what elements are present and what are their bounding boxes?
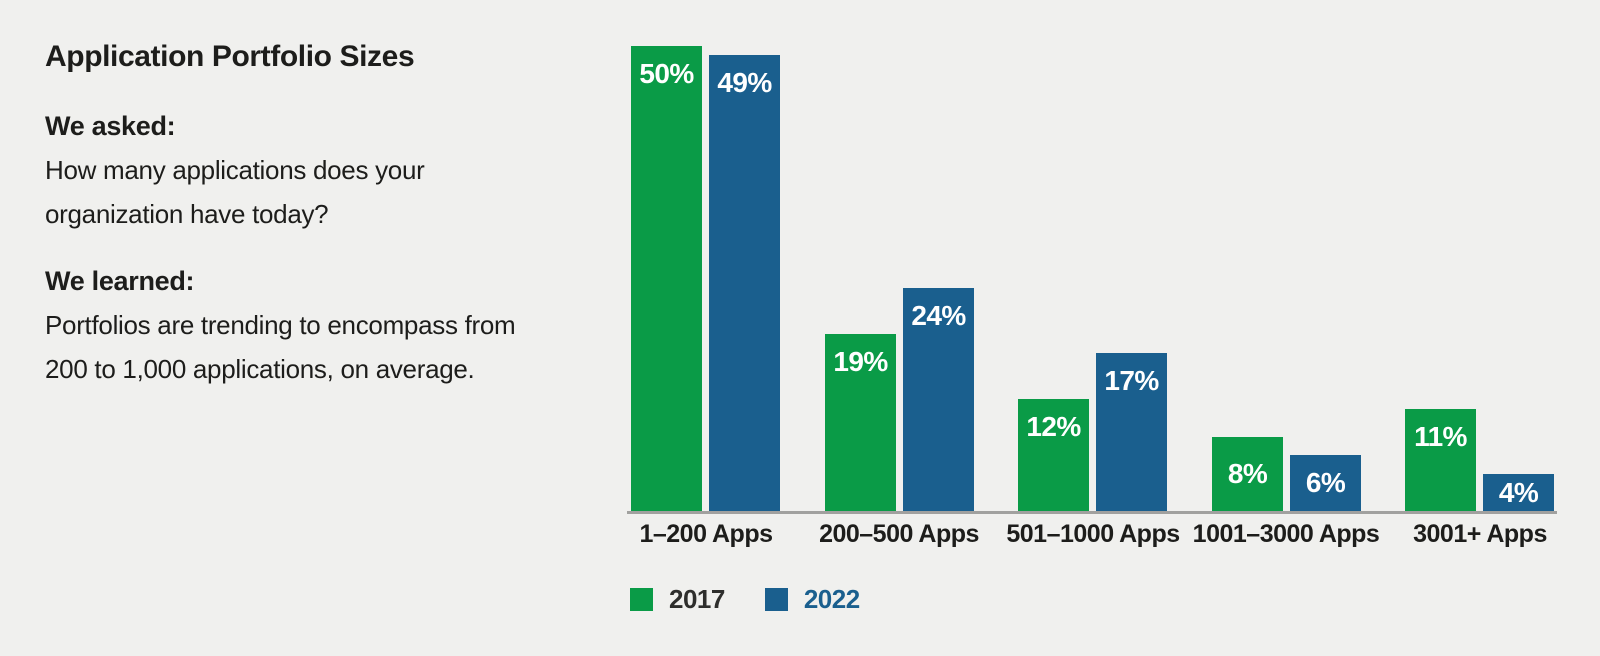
we-learned-paragraph: We learned: Portfolios are trending to e… xyxy=(45,259,585,391)
bar-value-label: 49% xyxy=(717,67,772,98)
bar-value-label: 12% xyxy=(1026,411,1081,442)
bar-2017-group-3: 8% xyxy=(1212,437,1283,511)
legend-item-2022: 2022 xyxy=(764,584,860,614)
chart-legend: 2017 2022 xyxy=(630,586,860,612)
category-label: 501–1000 Apps xyxy=(1006,520,1180,548)
bar-value-label: 19% xyxy=(833,346,888,377)
legend-label-2017: 2017 xyxy=(669,584,725,614)
page-title: Application Portfolio Sizes xyxy=(45,40,415,73)
we-asked-heading: We asked: xyxy=(45,111,176,141)
bar-2017-group-0: 50% xyxy=(631,46,702,511)
category-label: 3001+ Apps xyxy=(1413,520,1547,548)
bar-value-label: 6% xyxy=(1305,467,1346,498)
bar-value-label: 8% xyxy=(1227,458,1268,489)
bar-2022-group-2: 17% xyxy=(1096,353,1167,511)
we-asked-paragraph: We asked: How many applications does you… xyxy=(45,104,585,236)
bar-2022-group-4: 4% xyxy=(1483,474,1554,511)
bar-2017-group-2: 12% xyxy=(1018,399,1089,511)
legend-label-2022: 2022 xyxy=(803,584,860,614)
legend-swatch-2017 xyxy=(630,587,653,611)
bar-2017-group-4: 11% xyxy=(1405,409,1476,511)
bar-value-label: 11% xyxy=(1414,421,1467,452)
we-learned-line-2: 200 to 1,000 applications, on average. xyxy=(45,354,475,384)
bar-2022-group-3: 6% xyxy=(1290,455,1361,511)
bar-value-label: 17% xyxy=(1104,365,1159,396)
we-asked-line-2: organization have today? xyxy=(45,199,329,229)
bar-2022-group-1: 24% xyxy=(903,288,974,511)
bar-value-label: 50% xyxy=(639,58,694,89)
bar-value-label: 4% xyxy=(1498,476,1539,508)
legend-item-2017: 2017 xyxy=(630,586,725,612)
we-asked-line-1: How many applications does your xyxy=(45,155,425,185)
bar-2022-group-0: 49% xyxy=(709,55,780,511)
x-axis-line xyxy=(627,511,1557,514)
legend-swatch-2022 xyxy=(764,587,788,611)
bar-2017-group-1: 19% xyxy=(825,334,896,511)
category-label: 1001–3000 Apps xyxy=(1192,520,1380,548)
category-label: 1–200 Apps xyxy=(639,520,773,548)
bar-value-label: 24% xyxy=(911,300,966,331)
category-label: 200–500 Apps xyxy=(819,520,979,548)
we-learned-heading: We learned: xyxy=(45,266,195,296)
we-learned-line-1: Portfolios are trending to encompass fro… xyxy=(45,310,516,340)
